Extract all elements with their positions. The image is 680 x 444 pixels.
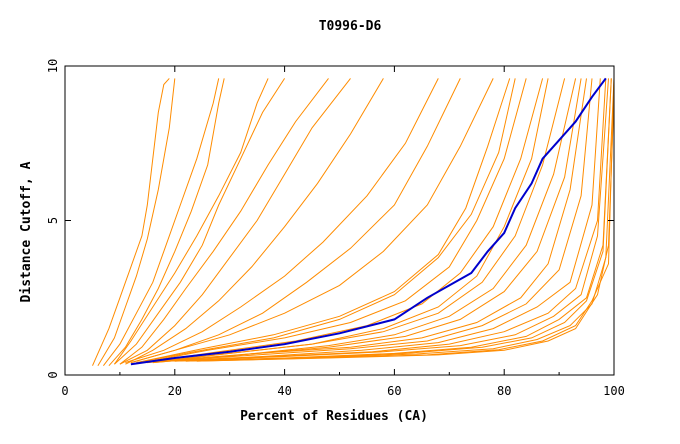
highlighted-model-line: [130, 77, 607, 366]
x-tick-label: 0: [61, 384, 68, 398]
model-line-20: [152, 78, 582, 364]
model-line-8: [119, 78, 351, 365]
model-line-26: [174, 78, 612, 362]
y-tick-label: 10: [46, 59, 60, 73]
model-line-15: [141, 78, 527, 364]
y-axis-label: Distance Cutoff, A: [19, 161, 34, 302]
model-line-11: [130, 78, 461, 364]
model-line-28: [185, 78, 615, 362]
y-axis-ticks: 0 5 10: [46, 59, 614, 379]
model-line-29: [196, 78, 615, 362]
model-line-10: [125, 78, 439, 364]
model-line-14: [136, 78, 511, 364]
model-line-7: [119, 78, 329, 365]
model-line-3: [103, 78, 220, 367]
model-line-6: [113, 78, 269, 365]
series-layer: [92, 78, 615, 367]
x-tick-label: 20: [168, 384, 182, 398]
model-line-13: [136, 78, 516, 364]
y-tick-label: 5: [46, 217, 60, 224]
model-line-19: [152, 78, 577, 364]
model-line-25: [174, 78, 609, 362]
x-tick-label: 100: [603, 384, 625, 398]
model-line-27: [185, 78, 612, 362]
model-line-16: [141, 78, 544, 364]
model-line-18: [147, 78, 566, 364]
y-tick-label: 0: [46, 371, 60, 378]
x-tick-label: 80: [497, 384, 511, 398]
chart-title: T0996-D6: [319, 19, 382, 34]
model-line-22: [163, 78, 593, 362]
x-tick-label: 60: [387, 384, 401, 398]
model-line-1: [92, 78, 170, 366]
model-line-24: [169, 78, 607, 362]
x-axis-label: Percent of Residues (CA): [240, 409, 428, 424]
model-line-12: [130, 78, 494, 364]
x-tick-label: 40: [277, 384, 291, 398]
highlight-layer: [130, 77, 607, 366]
model-line-9: [125, 78, 384, 365]
model-line-5: [114, 78, 286, 365]
x-axis-ticks: 0 20 40 60 80 100: [61, 66, 625, 398]
model-line-21: [158, 78, 587, 362]
model-line-30: [196, 96, 615, 362]
model-line-4: [108, 78, 225, 367]
model-line-23: [163, 78, 601, 362]
model-line-2: [97, 78, 176, 366]
